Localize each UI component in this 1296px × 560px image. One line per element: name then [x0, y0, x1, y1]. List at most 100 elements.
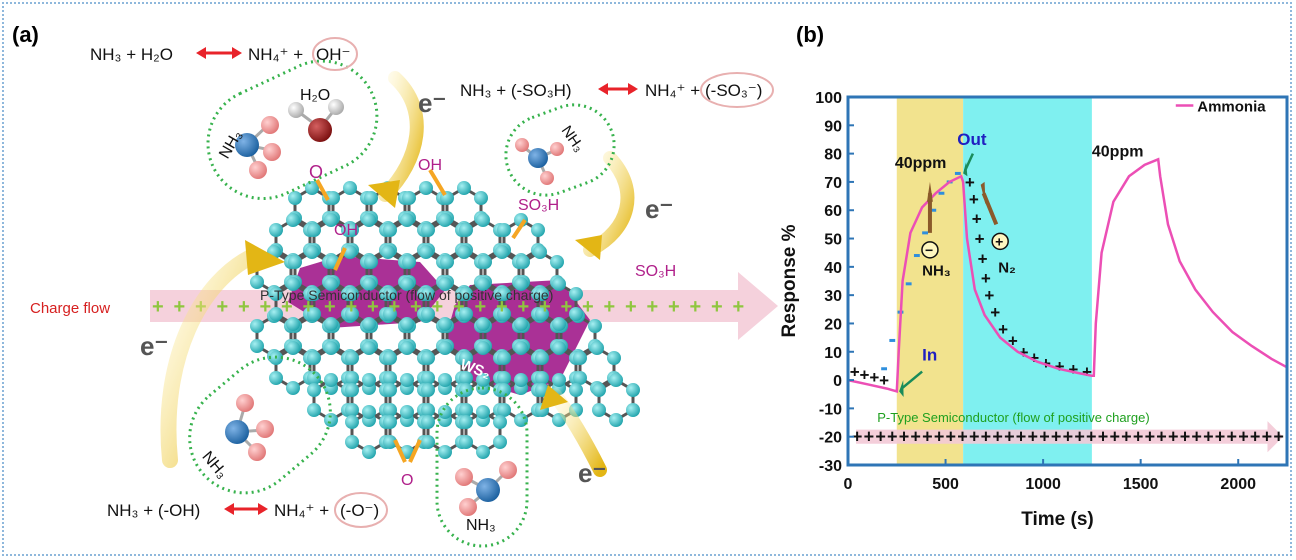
positive-charge-plus-b: +: [1086, 427, 1097, 447]
positive-charge-plus: +: [561, 296, 573, 318]
oxygen-label-top: O: [309, 162, 323, 182]
carbon-atom: [400, 213, 414, 227]
positive-charge-plus-b: +: [1250, 427, 1261, 447]
positive-charge-marker: +: [869, 368, 879, 387]
positive-charge-plus-b: +: [1051, 427, 1062, 447]
y-tick-label: -30: [819, 458, 842, 475]
y-tick-label: 90: [824, 118, 842, 135]
positive-charge-plus: +: [604, 296, 616, 318]
in-label: In: [922, 345, 937, 364]
eq3-circled: (-O⁻): [340, 501, 379, 520]
positive-charge-marker: +: [975, 230, 985, 249]
x-tick-label: 2000: [1220, 476, 1256, 493]
positive-charge-plus: +: [625, 296, 637, 318]
carbon-atom: [307, 307, 321, 321]
carbon-atom: [345, 415, 359, 429]
positive-charge-plus-b: +: [1039, 427, 1050, 447]
positive-charge-plus: +: [217, 296, 229, 318]
y-tick-label: 30: [824, 288, 842, 305]
positive-charge-plus: +: [668, 296, 680, 318]
oh-bond-mid: [333, 247, 347, 271]
carbon-atom: [305, 181, 319, 195]
eq3-left: NH₃ + (-OH): [107, 501, 200, 520]
carbon-atom: [286, 341, 300, 355]
positive-charge-plus-b: +: [1262, 427, 1273, 447]
carbon-atom: [362, 213, 376, 227]
panel-a: (a) O OH OH SO₃H SO₃H OH WS₂ O + + + + + + + + +…: [12, 22, 778, 548]
positive-charge-marker: +: [965, 173, 975, 192]
positive-charge-plus: +: [238, 296, 250, 318]
eq2-double-arrow: [598, 83, 638, 95]
epoxide-bond-right: [408, 439, 422, 463]
positive-charge-marker: +: [1068, 360, 1078, 379]
positive-charge-plus: +: [324, 296, 336, 318]
carbon-atom: [552, 317, 566, 331]
positive-charge-plus-b: +: [946, 427, 957, 447]
carbon-atom: [286, 213, 300, 227]
carbon-atom: [326, 191, 340, 205]
positive-charge-plus-b: +: [1238, 427, 1249, 447]
carbon-atom: [421, 287, 435, 301]
carbon-atom: [459, 351, 473, 365]
positive-charge-plus: +: [389, 296, 401, 318]
carbon-atom: [592, 383, 606, 397]
electron-arrow-bottom-head: [540, 385, 568, 410]
carbon-atom: [535, 371, 549, 385]
concentration-label-2: 40ppm: [1092, 143, 1144, 160]
carbon-atom: [626, 383, 640, 397]
carbon-atom: [569, 307, 583, 321]
oh-bond-top: [428, 168, 447, 197]
positive-charge-plus: +: [647, 296, 659, 318]
positive-charge-marker: +: [984, 286, 994, 305]
positive-charge-plus-b: +: [864, 427, 875, 447]
carbon-atom: [438, 277, 452, 291]
carbon-atom: [516, 255, 530, 269]
positive-charge-plus: +: [174, 296, 186, 318]
carbon-atom: [250, 339, 264, 353]
positive-charge-plus: +: [453, 296, 465, 318]
electron-arrow-left-shaft: [160, 247, 263, 468]
positive-charge-marker: +: [969, 190, 979, 209]
legend-label: Ammonia: [1197, 98, 1266, 115]
desorption-region: [963, 97, 1092, 465]
in-pointer: [900, 370, 923, 390]
carbon-atom: [307, 403, 321, 417]
carbon-atom: [497, 307, 511, 321]
carbon-atom: [476, 317, 490, 331]
y-tick-label: 70: [824, 175, 842, 192]
carbon-atom: [345, 403, 359, 417]
n2-arrow: [981, 192, 999, 226]
carbon-atom: [476, 405, 490, 419]
carbon-atom: [592, 403, 606, 417]
eq2-left: NH₃ + (-SO₃H): [460, 81, 572, 100]
carbon-atom: [362, 341, 376, 355]
electron-arrow-right-head: [575, 235, 602, 260]
positive-charge-marker: +: [1019, 343, 1029, 362]
positive-charge-plus: +: [539, 296, 551, 318]
carbon-atom: [438, 317, 452, 331]
carbon-atom: [438, 445, 452, 459]
charge-flow-label: Charge flow: [30, 300, 110, 317]
carbon-atom: [552, 341, 566, 355]
carbon-atom: [286, 277, 300, 291]
carbon-atom: [535, 307, 549, 321]
carbon-atom: [535, 287, 549, 301]
carbon-atom: [286, 317, 300, 331]
positive-charge-marker: +: [972, 210, 982, 229]
positive-charge-plus-b: +: [922, 427, 933, 447]
equation-so3h: NH₃ + (-SO₃H) NH₄⁺ + (-SO₃⁻): [460, 72, 774, 108]
positive-charge-marker: +: [860, 365, 870, 384]
carbon-atom: [438, 341, 452, 355]
positive-charge-plus-b: +: [1168, 427, 1179, 447]
carbon-atom: [324, 413, 338, 427]
eq1-left: NH₃ + H₂O: [90, 45, 173, 64]
carbon-atom: [362, 373, 376, 387]
carbon-atom: [400, 373, 414, 387]
electron-arrow-top-shaft: [378, 71, 424, 202]
positive-charge-plus-b: +: [1028, 427, 1039, 447]
electron-arrow-left-head: [245, 240, 285, 275]
n2-arrow-head: [980, 181, 986, 205]
minus-charge-sign: −: [925, 242, 933, 258]
carbon-atom: [383, 383, 397, 397]
